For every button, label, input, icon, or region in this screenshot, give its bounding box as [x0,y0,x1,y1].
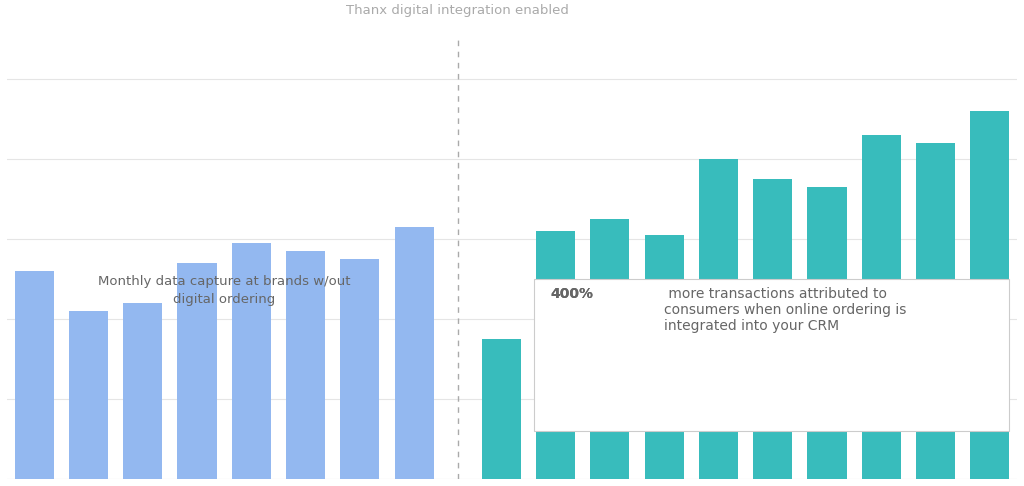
Bar [808,187,847,479]
Bar [14,271,53,479]
Bar [862,135,901,479]
FancyBboxPatch shape [534,279,1010,431]
Bar [394,227,434,479]
Bar [340,259,380,479]
Bar [644,235,684,479]
Bar [971,111,1010,479]
Text: 400%: 400% [550,287,593,301]
Bar [69,311,108,479]
Bar [536,231,575,479]
Bar [123,303,162,479]
Bar [916,143,955,479]
Bar [286,251,326,479]
Bar [590,219,630,479]
Text: 400%: 400% [550,287,593,301]
Text: more transactions attributed to
consumers when online ordering is
integrated int: more transactions attributed to consumer… [664,287,906,333]
Text: Monthly data capture at brands w/out
digital ordering: Monthly data capture at brands w/out dig… [98,275,350,306]
Bar [177,263,216,479]
Text: Thanx digital integration enabled: Thanx digital integration enabled [346,3,569,17]
Bar [753,179,793,479]
Bar [698,159,738,479]
Bar [481,339,520,479]
Bar [231,243,271,479]
